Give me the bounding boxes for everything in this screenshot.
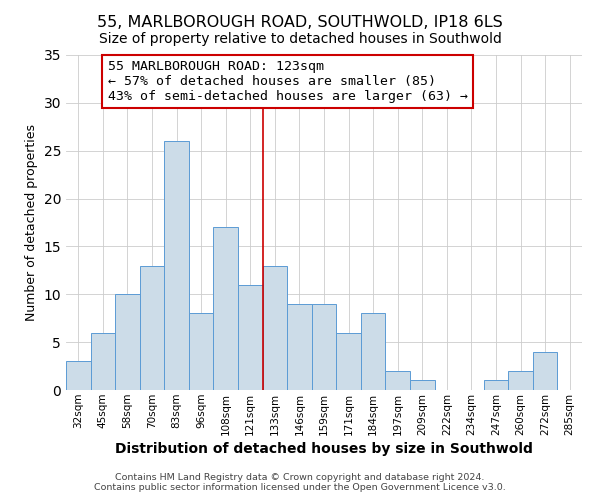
Bar [484,380,508,390]
Bar [336,332,361,390]
X-axis label: Distribution of detached houses by size in Southwold: Distribution of detached houses by size … [115,442,533,456]
Bar [115,294,140,390]
Bar [91,332,115,390]
Bar [287,304,312,390]
Bar [238,284,263,390]
Bar [508,371,533,390]
Text: Size of property relative to detached houses in Southwold: Size of property relative to detached ho… [98,32,502,46]
Bar [385,371,410,390]
Bar [263,266,287,390]
Bar [533,352,557,390]
Bar [214,228,238,390]
Text: 55, MARLBOROUGH ROAD, SOUTHWOLD, IP18 6LS: 55, MARLBOROUGH ROAD, SOUTHWOLD, IP18 6L… [97,15,503,30]
Bar [140,266,164,390]
Bar [189,314,214,390]
Text: Contains HM Land Registry data © Crown copyright and database right 2024.
Contai: Contains HM Land Registry data © Crown c… [94,473,506,492]
Y-axis label: Number of detached properties: Number of detached properties [25,124,38,321]
Text: 55 MARLBOROUGH ROAD: 123sqm
← 57% of detached houses are smaller (85)
43% of sem: 55 MARLBOROUGH ROAD: 123sqm ← 57% of det… [108,60,468,103]
Bar [312,304,336,390]
Bar [66,362,91,390]
Bar [361,314,385,390]
Bar [164,141,189,390]
Bar [410,380,434,390]
